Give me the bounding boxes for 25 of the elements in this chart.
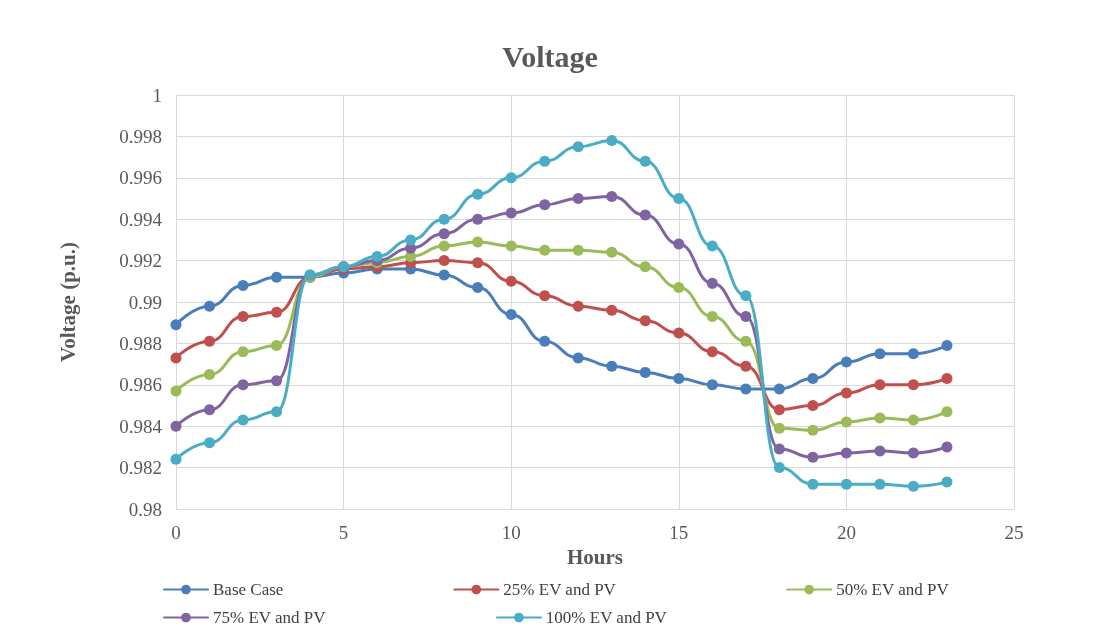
x-axis-title: Hours xyxy=(566,545,624,570)
legend-label: 100% EV and PV xyxy=(545,608,668,627)
y-tick-label: 0.994 xyxy=(119,208,163,230)
y-tick-label: 0.992 xyxy=(119,250,162,272)
legend-label: Base Case xyxy=(213,580,284,599)
x-tick-label: 10 xyxy=(501,522,521,543)
legend-label: 50% EV and PV xyxy=(836,580,950,599)
y-axis-title: Voltage (p.u.) xyxy=(55,242,80,362)
x-tick-label: 20 xyxy=(836,522,856,543)
x-tick-label: 5 xyxy=(338,522,349,543)
chart-title: Voltage xyxy=(502,39,598,73)
y-tick-label: 0.984 xyxy=(119,415,163,437)
y-tick-label: 0.982 xyxy=(119,457,162,479)
x-tick-label: 25 xyxy=(1004,522,1024,543)
y-tick-label: 0.99 xyxy=(128,291,162,313)
y-tick-label: 0.988 xyxy=(119,332,162,354)
x-tick-label: 15 xyxy=(669,522,689,543)
y-tick-label: 0.998 xyxy=(119,125,162,147)
y-tick-label: 0.986 xyxy=(119,374,162,396)
legend-label: 25% EV and PV xyxy=(503,580,617,599)
legend-label: 75% EV and PV xyxy=(213,608,327,627)
y-tick-label: 1 xyxy=(152,84,162,106)
y-tick-label: 0.98 xyxy=(128,498,162,520)
x-tick-label: 0 xyxy=(171,522,181,543)
y-tick-label: 0.996 xyxy=(119,167,162,189)
